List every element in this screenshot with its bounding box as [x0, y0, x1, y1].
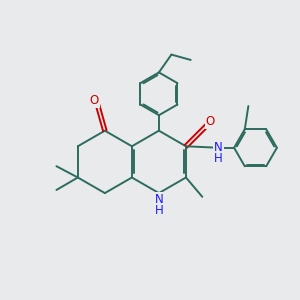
Text: N: N [154, 193, 163, 206]
Text: H: H [154, 204, 163, 217]
Text: N: N [214, 141, 223, 154]
Text: O: O [206, 115, 215, 128]
Text: H: H [214, 152, 223, 165]
Text: O: O [90, 94, 99, 107]
